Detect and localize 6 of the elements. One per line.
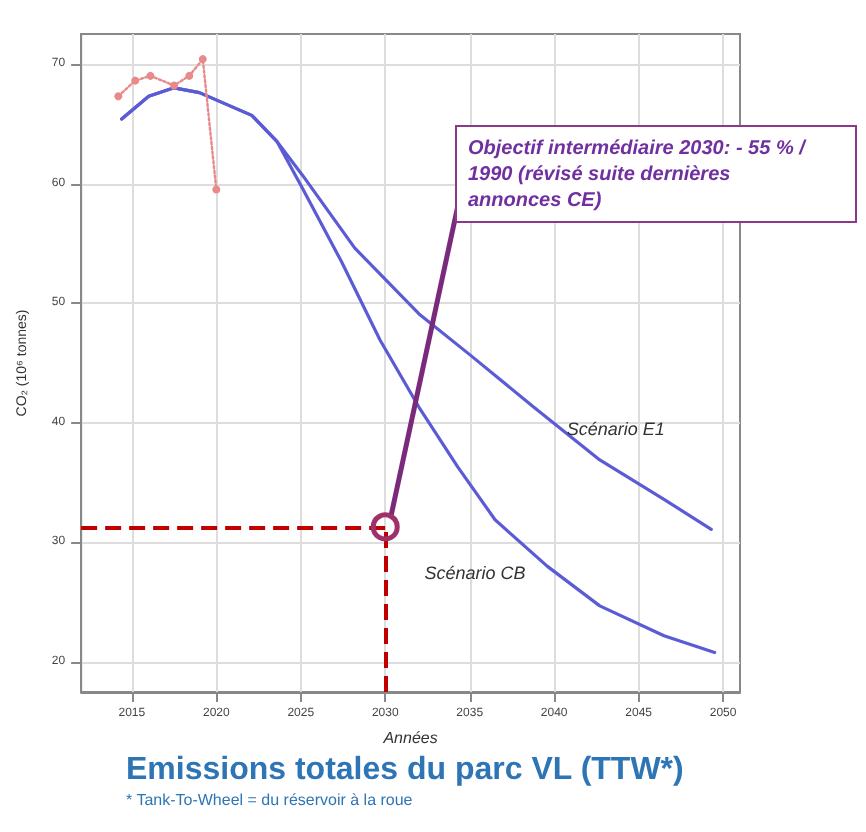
x-axis-title: Années bbox=[381, 728, 438, 747]
text: * Tank-To-Wheel = du réservoir à la roue bbox=[126, 791, 414, 809]
annotation: Objectif intermédiaire 2030: - 55 % / 1990 (révisé suite dernières annonces CE) bbox=[468, 138, 811, 212]
series-label: Scénario CB bbox=[424, 562, 526, 583]
text: Emissions totales du parc VL (TTW*) bbox=[126, 753, 684, 787]
series-label: Scénario E1 bbox=[566, 418, 665, 439]
